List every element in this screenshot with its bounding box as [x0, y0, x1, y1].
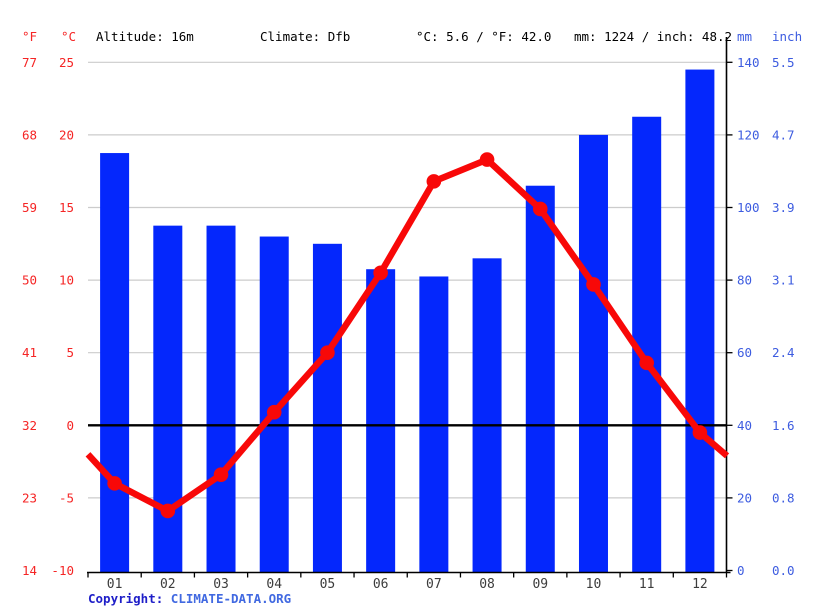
- celsius-tick-label: 5: [66, 345, 74, 360]
- mm-tick-label: 40: [737, 418, 752, 433]
- mm-tick-label: 140: [737, 55, 760, 70]
- celsius-tick-label: -10: [51, 563, 74, 578]
- month-label-10: 10: [586, 577, 602, 592]
- annual-precip-info: mm: 1224 / inch: 48.2: [574, 29, 733, 44]
- mm-tick-label: 0: [737, 563, 745, 578]
- precip-bar-01: [100, 153, 130, 573]
- precip-bar-12: [685, 69, 715, 573]
- inch-tick-label: 1.6: [772, 418, 795, 433]
- temperature-point-10: [586, 277, 601, 292]
- copyright-line: Copyright: CLIMATE-DATA.ORG: [88, 591, 291, 606]
- celsius-tick-label: -5: [59, 490, 74, 505]
- precip-bar-08: [472, 258, 502, 573]
- inch-tick-label: 4.7: [772, 127, 795, 142]
- altitude-info: Altitude: 16m: [96, 29, 194, 44]
- inch-tick-label: 5.5: [772, 55, 795, 70]
- precip-bar-09: [525, 185, 555, 573]
- precip-bar-03: [206, 225, 236, 573]
- month-label-02: 02: [160, 577, 176, 592]
- temperature-point-04: [266, 404, 282, 420]
- inch-tick-label: 0.8: [772, 490, 795, 505]
- month-label-01: 01: [107, 577, 123, 592]
- mm-tick-label: 80: [737, 273, 752, 288]
- mm-tick-label: 120: [737, 127, 760, 142]
- fahrenheit-tick-label: 68: [22, 127, 37, 142]
- climate-data-org-link[interactable]: CLIMATE-DATA.ORG: [170, 591, 292, 606]
- precip-bar-06: [366, 269, 396, 573]
- celsius-tick-label: 10: [59, 273, 74, 288]
- temperature-point-11: [639, 355, 654, 371]
- climate-class-info: Climate: Dfb: [260, 29, 351, 44]
- fahrenheit-axis-title: °F: [22, 29, 38, 44]
- fahrenheit-tick-label: 59: [22, 200, 37, 215]
- temperature-point-05: [320, 345, 335, 361]
- inch-axis-title: inch: [772, 29, 803, 44]
- temperature-point-06: [373, 265, 388, 281]
- celsius-tick-label: 25: [59, 55, 74, 70]
- inch-tick-label: 0.0: [772, 563, 795, 578]
- celsius-tick-label: 0: [66, 418, 74, 433]
- temperature-point-09: [532, 201, 548, 217]
- mm-axis-title: mm: [737, 29, 753, 44]
- month-label-09: 09: [532, 577, 548, 592]
- fahrenheit-tick-label: 77: [22, 55, 37, 70]
- temperature-point-12: [692, 425, 708, 440]
- month-label-03: 03: [213, 577, 229, 592]
- month-label-11: 11: [639, 577, 655, 592]
- copyright-label: Copyright:: [88, 591, 171, 606]
- temperature-point-01: [107, 476, 122, 491]
- mm-tick-label: 20: [737, 490, 752, 505]
- temperature-point-07: [426, 174, 442, 189]
- precip-bar-02: [153, 225, 183, 573]
- temperature-line: [85, 156, 730, 515]
- temperature-point-03: [213, 467, 229, 482]
- inch-tick-label: 3.9: [772, 200, 795, 215]
- month-label-07: 07: [426, 577, 442, 592]
- celsius-axis-title: °C: [61, 29, 77, 44]
- celsius-tick-label: 15: [59, 200, 74, 215]
- fahrenheit-tick-label: 14: [22, 563, 37, 578]
- temperature-point-02: [160, 503, 176, 519]
- celsius-tick-label: 20: [59, 127, 74, 142]
- month-label-04: 04: [266, 577, 282, 592]
- month-label-08: 08: [479, 577, 495, 592]
- precip-bar-10: [578, 134, 608, 573]
- fahrenheit-tick-label: 50: [22, 273, 37, 288]
- mm-tick-label: 60: [737, 345, 752, 360]
- month-label-06: 06: [373, 577, 389, 592]
- month-label-12: 12: [692, 577, 708, 592]
- inch-tick-label: 2.4: [772, 345, 795, 360]
- fahrenheit-tick-label: 23: [22, 490, 37, 505]
- fahrenheit-tick-label: 41: [22, 345, 37, 360]
- temperature-point-08: [479, 152, 495, 167]
- mm-tick-label: 100: [737, 200, 760, 215]
- precip-bar-05: [312, 243, 342, 573]
- avg-temperature-info: °C: 5.6 / °F: 42.0: [416, 29, 552, 44]
- fahrenheit-tick-label: 32: [22, 418, 37, 433]
- month-label-05: 05: [320, 577, 336, 592]
- inch-tick-label: 3.1: [772, 273, 795, 288]
